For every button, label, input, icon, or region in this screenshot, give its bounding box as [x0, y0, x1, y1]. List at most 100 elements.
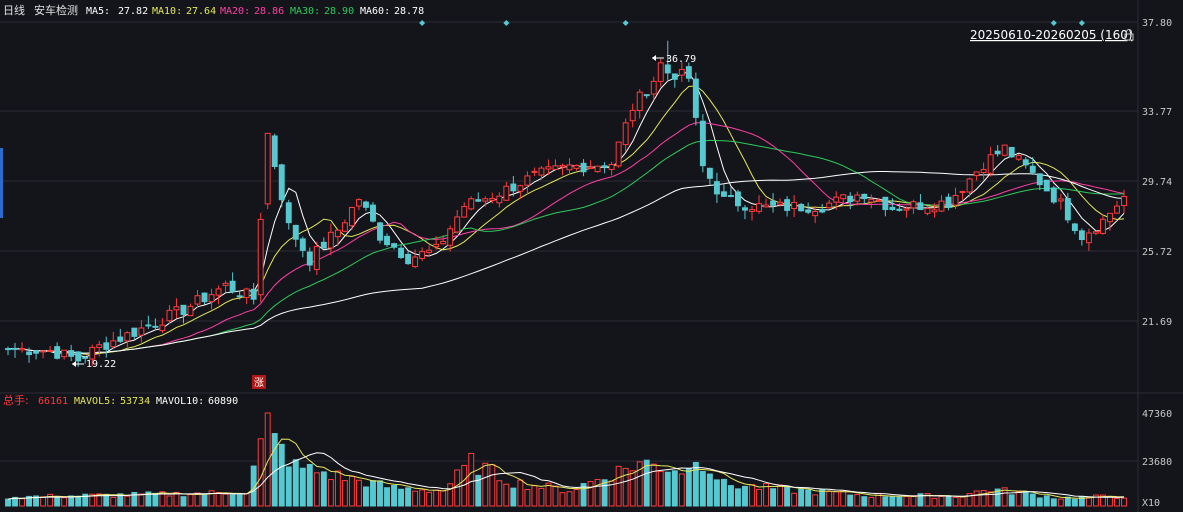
volume-bar: [75, 495, 82, 507]
event-markers: [419, 20, 1085, 26]
volume-bar: [952, 496, 959, 507]
volume-bar: [763, 483, 769, 507]
candle: [713, 172, 720, 203]
candle: [664, 40, 671, 80]
candle: [566, 158, 573, 175]
volume-bar: [145, 491, 152, 507]
candle: [222, 280, 229, 293]
volume-bar: [306, 463, 313, 507]
volume-bar: [650, 463, 657, 507]
event-diamond-icon[interactable]: [622, 20, 629, 26]
volume-bar: [868, 496, 875, 507]
candle: [770, 193, 777, 213]
candle: [777, 198, 784, 207]
candle: [517, 184, 524, 200]
volume-bar: [278, 443, 285, 507]
candle: [236, 290, 243, 300]
date-range-label[interactable]: 20250610-20260205 (160): [970, 28, 1133, 42]
volume-bar: [110, 496, 117, 507]
high-price-label: 36.79: [666, 54, 696, 65]
candle: [727, 186, 734, 198]
volume-bar: [264, 412, 271, 507]
volume-bar: [377, 480, 383, 507]
volume-bar: [152, 492, 159, 507]
candle: [1022, 157, 1029, 169]
volume-bar: [559, 492, 566, 507]
candle: [229, 272, 236, 294]
ma60-value: 28.78: [394, 6, 424, 17]
ma10-value: 27.64: [186, 6, 216, 17]
volume-bar: [496, 480, 503, 507]
volume-bar: [980, 490, 987, 507]
volume-bar: [791, 492, 798, 507]
volume-bar: [657, 470, 664, 507]
volume-bar: [735, 488, 741, 507]
volume-bar: [419, 489, 426, 507]
volume-bar: [96, 493, 103, 507]
candle: [889, 198, 896, 211]
candle: [187, 303, 194, 317]
candle: [377, 221, 383, 244]
volume-bar: [236, 494, 243, 507]
period-label: 日线: [3, 3, 25, 17]
candle: [370, 202, 376, 223]
volume-bar: [517, 479, 524, 507]
candle: [1114, 200, 1120, 214]
volume-bar: [398, 488, 405, 507]
candle: [433, 236, 440, 250]
volume-bar: [777, 484, 784, 507]
mavol10-value: 60890: [208, 396, 238, 407]
ma5-value: 27.82: [118, 6, 148, 17]
candle: [447, 225, 454, 252]
candle: [33, 350, 40, 360]
volume-bar: [61, 497, 68, 507]
event-diamond-icon[interactable]: [1078, 20, 1085, 26]
volume-bar: [833, 491, 840, 507]
event-diamond-icon[interactable]: [503, 20, 510, 26]
candle: [608, 161, 615, 176]
total-volume-label: 总手:: [3, 393, 29, 407]
volume-axis: 47360 23680 X10: [1142, 409, 1172, 509]
candle: [882, 196, 889, 217]
candle: [19, 342, 25, 353]
candle: [580, 159, 587, 177]
volume-bar: [47, 493, 54, 507]
candle: [987, 146, 994, 177]
candle: [131, 327, 138, 340]
volume-bar: [482, 462, 489, 507]
candle: [510, 175, 517, 197]
volume-bar: [124, 495, 131, 507]
volume-bar: [208, 490, 215, 507]
ma30-value: 28.90: [324, 6, 354, 17]
candle: [805, 202, 812, 215]
candle: [924, 206, 931, 216]
volume-bar: [1085, 496, 1092, 507]
candle: [833, 191, 840, 210]
candle: [1015, 153, 1022, 161]
candle: [89, 344, 96, 367]
candle: [54, 342, 61, 360]
volume-bar: [840, 490, 847, 507]
stock-name: 安车检测: [34, 3, 78, 17]
candle: [819, 203, 826, 214]
volume-bar: [678, 473, 685, 507]
candle: [980, 162, 987, 180]
candle: [812, 206, 819, 224]
candle: [355, 198, 362, 211]
candle: [264, 132, 271, 210]
volume-bar: [173, 491, 180, 507]
event-diamond-icon[interactable]: [1050, 20, 1057, 26]
volume-bar: [510, 487, 517, 507]
candle: [152, 318, 159, 331]
lock-icon[interactable]: [1124, 29, 1134, 41]
candle: [117, 328, 124, 343]
volume-bar: [580, 483, 587, 507]
event-diamond-icon[interactable]: [419, 20, 426, 26]
volume-bar: [959, 496, 966, 507]
candle: [945, 193, 952, 211]
volume-bar: [475, 474, 482, 507]
volume-bar: [636, 461, 643, 507]
volume-bar: [545, 482, 552, 507]
ma60-label: MA60:: [360, 6, 390, 17]
